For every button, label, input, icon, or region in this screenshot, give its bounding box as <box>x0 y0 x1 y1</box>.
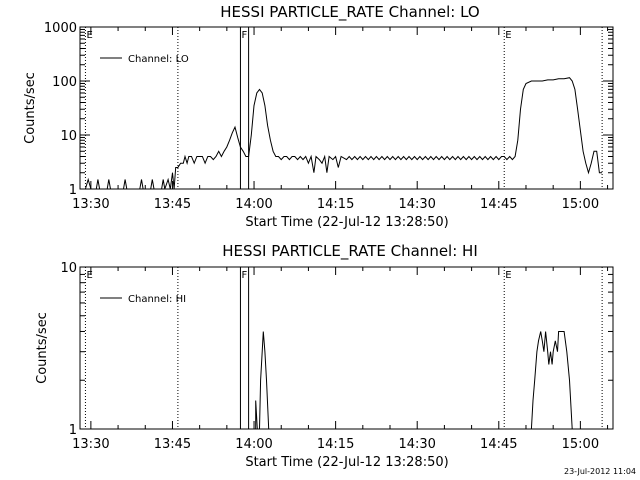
chart-lo-legend-label: Channel: LO <box>128 54 189 65</box>
chart-lo-panel: HESSI PARTICLE_RATE Channel: LO Counts/s… <box>23 3 614 230</box>
chart-lo-xtick-label: 14:45 <box>480 197 517 212</box>
chart-lo-series-line <box>84 77 603 190</box>
chart-lo-legend: Channel: LO <box>100 54 189 65</box>
chart-hi-frame <box>79 266 614 430</box>
chart-lo-xtick-label: 13:45 <box>154 197 191 212</box>
chart-lo-flag-label: E <box>86 30 92 41</box>
chart-hi-xtick-label: 15:00 <box>562 437 599 452</box>
chart-lo-xtick-label: 15:00 <box>562 197 599 212</box>
chart-hi-flag-label: E <box>86 270 92 281</box>
chart-hi-xlabel: Start Time (22-Jul-12 13:28:50) <box>245 455 448 470</box>
chart-hi-series-line <box>255 400 258 430</box>
chart-hi-xtick-label: 14:15 <box>317 437 354 452</box>
chart-hi-series-line <box>530 331 573 430</box>
chart-lo-xtick-label: 14:00 <box>235 197 272 212</box>
chart-lo-flag-label: F <box>241 30 247 41</box>
chart-hi-ytick-label: 1 <box>69 423 77 438</box>
chart-lo-xlabel: Start Time (22-Jul-12 13:28:50) <box>245 215 448 230</box>
chart-hi-plot-area: 13:30 13:45 14:00 14:15 14:30 14:45 15:00 1 10 E F… <box>60 261 613 452</box>
chart-hi-ytick-label: 10 <box>60 261 77 276</box>
chart-hi-xtick-label: 13:45 <box>154 437 191 452</box>
chart-hi-legend-label: Channel: HI <box>128 294 186 305</box>
chart-lo-xtick-label: 13:30 <box>72 197 109 212</box>
chart-lo-title: HESSI PARTICLE_RATE Channel: LO <box>220 3 479 22</box>
chart-lo-flag-label: E <box>505 30 511 41</box>
chart-hi-flag-label: F <box>241 270 247 281</box>
chart-hi-xtick-label: 14:00 <box>235 437 272 452</box>
generation-timestamp: 23-Jul-2012 11:04 <box>564 467 636 476</box>
chart-hi-panel: HESSI PARTICLE_RATE Channel: HI Counts/s… <box>35 242 614 470</box>
chart-lo-ytick-label: 1000 <box>44 21 77 36</box>
chart-lo-ytick-label: 10 <box>60 129 77 144</box>
chart-lo-frame <box>79 26 614 190</box>
chart-hi-flag-label: E <box>505 270 511 281</box>
chart-lo-ylabel: Counts/sec <box>23 72 38 144</box>
chart-hi-xtick-label: 14:30 <box>398 437 435 452</box>
chart-hi-series-line <box>259 331 270 430</box>
chart-hi-xtick-label: 13:30 <box>72 437 109 452</box>
chart-lo-plot-area: 13:30 13:45 14:00 14:15 14:30 14:45 15:00 1 10 10… <box>44 21 613 212</box>
chart-hi-title: HESSI PARTICLE_RATE Channel: HI <box>222 242 478 261</box>
chart-hi-legend: Channel: HI <box>100 294 186 305</box>
chart-hi-ylabel: Counts/sec <box>35 312 50 384</box>
chart-lo-ytick-label: 1 <box>69 183 77 198</box>
chart-lo-xtick-label: 14:30 <box>398 197 435 212</box>
chart-hi-xtick-label: 14:45 <box>480 437 517 452</box>
chart-lo-xtick-label: 14:15 <box>317 197 354 212</box>
chart-lo-ytick-label: 100 <box>52 75 77 90</box>
